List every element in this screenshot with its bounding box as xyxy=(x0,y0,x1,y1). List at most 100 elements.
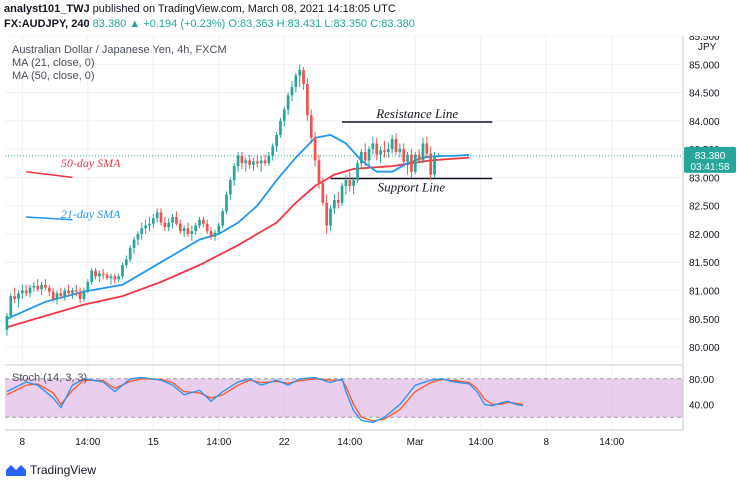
publish-line: analyst101_TWJ published on TradingView.… xyxy=(4,3,396,16)
y-tick-label: 83.000 xyxy=(689,173,720,184)
stochastic-pane xyxy=(5,376,683,423)
candle xyxy=(71,287,74,299)
candle xyxy=(159,208,163,226)
candle xyxy=(90,267,94,285)
candle xyxy=(313,132,317,167)
candle xyxy=(94,267,97,280)
candle xyxy=(155,208,159,223)
candle xyxy=(217,222,221,236)
annotation-resistance-line: Resistance Line xyxy=(342,106,493,123)
svg-text:50-day SMA: 50-day SMA xyxy=(61,156,121,170)
stoch-k-line xyxy=(6,376,524,423)
candle xyxy=(198,216,201,229)
symbol-line: FX:AUDJPY, 240 83.380 ▲ +0.194 (+0.23%) … xyxy=(4,18,415,31)
badge-countdown: 03:41:58 xyxy=(691,162,730,173)
candle xyxy=(383,140,386,158)
candle xyxy=(148,216,151,232)
candle xyxy=(221,208,225,229)
stoch-label[interactable]: Stoch (14, 3, 3) xyxy=(12,372,88,384)
candle xyxy=(429,146,433,181)
svg-text:Support Line: Support Line xyxy=(378,180,446,195)
candle xyxy=(178,219,182,234)
publisher-name[interactable]: analyst101_TWJ xyxy=(4,3,90,15)
candle xyxy=(105,272,109,281)
publish-header: analyst101_TWJ published on TradingView.… xyxy=(0,0,740,36)
candle xyxy=(236,151,240,172)
candle xyxy=(263,154,267,167)
candle xyxy=(255,154,259,168)
svg-text:Resistance Line: Resistance Line xyxy=(375,106,458,121)
up-arrow-icon: ▲ xyxy=(129,18,141,30)
published-text: published on TradingView.com, March 08, … xyxy=(92,3,396,15)
footer: TradingView xyxy=(0,458,740,485)
candle xyxy=(225,191,228,215)
candle xyxy=(55,290,59,305)
candle xyxy=(28,284,32,298)
candle xyxy=(121,262,124,280)
x-tick-label: 22 xyxy=(279,437,291,448)
candle xyxy=(67,284,70,297)
candle xyxy=(294,72,298,93)
candle xyxy=(240,151,244,169)
candle xyxy=(132,236,136,254)
x-tick-label: 14:00 xyxy=(599,437,624,448)
candle xyxy=(140,222,144,240)
candle xyxy=(63,287,67,301)
y-tick-label: 84.000 xyxy=(689,117,720,128)
brand-label: TradingView xyxy=(30,463,97,477)
candle xyxy=(379,146,382,164)
candle xyxy=(171,214,174,229)
candles-layer xyxy=(5,64,440,336)
candle xyxy=(356,160,359,184)
candle xyxy=(271,143,275,161)
chart-grid xyxy=(5,36,683,430)
y-tick-label: 84.500 xyxy=(689,89,720,100)
candle xyxy=(410,149,413,178)
indicator-ma21[interactable]: MA (21, close, 0) xyxy=(12,57,95,69)
candle xyxy=(124,255,128,268)
candle xyxy=(78,287,82,303)
ohlc-values: O:83.363 H:83.431 L:83.350 C:83.380 xyxy=(228,18,415,30)
candle xyxy=(101,268,105,280)
tradingview-logo[interactable]: TradingView xyxy=(6,463,96,477)
candle xyxy=(336,191,340,209)
candle xyxy=(321,177,325,206)
candle xyxy=(229,177,232,200)
stoch-tick-label: 40.00 xyxy=(689,400,714,411)
candle xyxy=(175,211,178,226)
candle xyxy=(82,287,86,302)
candle xyxy=(24,284,28,297)
candle xyxy=(425,136,429,158)
candle xyxy=(40,282,43,296)
y-tick-label: 82.500 xyxy=(689,202,720,213)
candle xyxy=(367,146,371,167)
candle xyxy=(275,132,278,152)
candle xyxy=(232,163,236,186)
candle xyxy=(13,287,16,303)
price-change: +0.194 (+0.23%) xyxy=(143,18,226,30)
candle xyxy=(348,171,352,192)
candle xyxy=(244,157,248,172)
candle xyxy=(47,284,51,297)
stoch-tick-label: 80.00 xyxy=(689,375,714,386)
x-tick-label: 14:00 xyxy=(468,437,493,448)
x-tick-label: Mar xyxy=(407,437,425,448)
candle xyxy=(51,287,55,302)
candle xyxy=(194,222,198,236)
x-tick-label: 14:00 xyxy=(75,437,100,448)
candle xyxy=(340,183,344,206)
candle xyxy=(329,205,332,232)
candle xyxy=(17,290,20,308)
price-chart[interactable]: Resistance Line Support Line 50-day SMA 21-… xyxy=(0,36,740,458)
candle xyxy=(398,143,402,158)
candle xyxy=(59,287,63,299)
y-tick-label: 85.500 xyxy=(689,36,720,43)
indicator-ma50[interactable]: MA (50, close, 0) xyxy=(12,70,95,82)
candle xyxy=(333,194,336,215)
candle xyxy=(109,273,113,285)
y-tick-label: 80.500 xyxy=(689,315,720,326)
candle xyxy=(205,219,209,234)
candle xyxy=(117,273,120,282)
candle xyxy=(267,151,271,167)
